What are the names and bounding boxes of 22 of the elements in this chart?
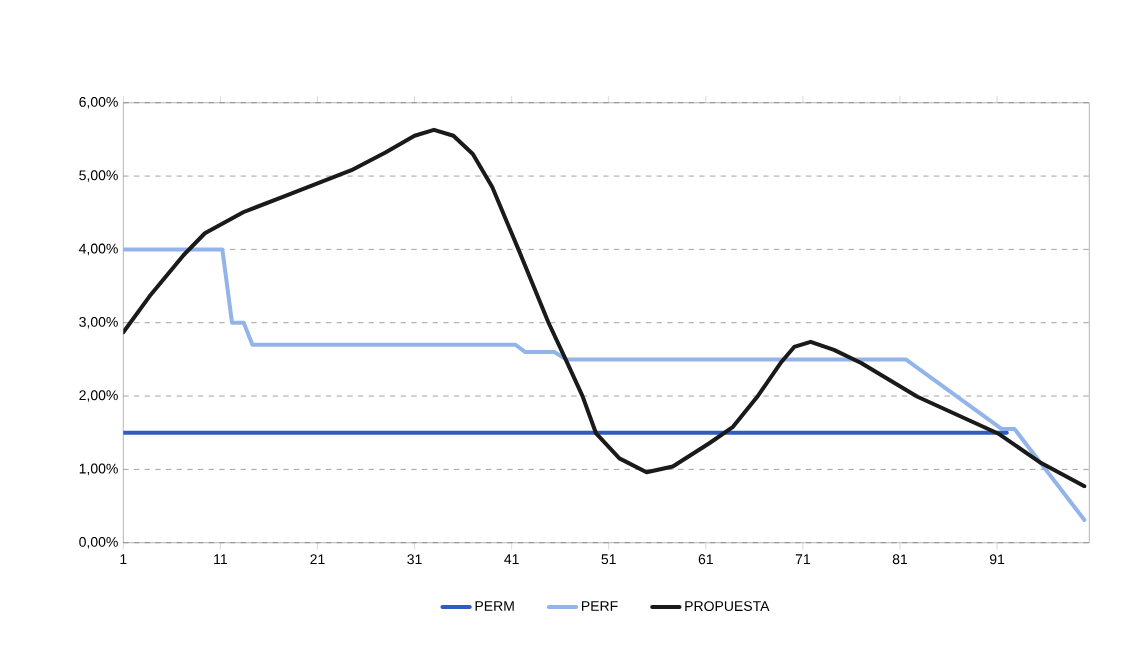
x-tick-label: 21 xyxy=(310,554,325,565)
y-tick-label: 3,00% xyxy=(79,316,118,329)
legend-label: PERM xyxy=(475,601,514,611)
x-tick-label: 71 xyxy=(795,554,810,564)
x-tick-label: 1 xyxy=(120,554,127,564)
x-tick-label: 61 xyxy=(698,554,713,565)
x-tick-label: 51 xyxy=(601,554,616,565)
x-tick-label: 81 xyxy=(892,554,908,565)
y-tick-label: 2,00% xyxy=(79,390,118,402)
y-tick-label: 4,00% xyxy=(78,243,118,256)
x-tick-label: 41 xyxy=(504,554,519,564)
x-tick-label: 11 xyxy=(214,554,227,564)
y-tick-label: 0,00% xyxy=(79,536,118,549)
x-tick-label: 31 xyxy=(407,554,422,565)
y-tick-label: 5,00% xyxy=(79,170,118,182)
y-tick-label: 6,00% xyxy=(79,96,118,109)
legend-label: PROPUESTA xyxy=(685,601,770,612)
line-series xyxy=(123,247,1087,522)
legend-label: PERF xyxy=(582,601,618,611)
line-series xyxy=(123,127,1087,489)
y-tick-label: 1,00% xyxy=(79,463,118,476)
x-tick-label: 91 xyxy=(989,554,1005,565)
